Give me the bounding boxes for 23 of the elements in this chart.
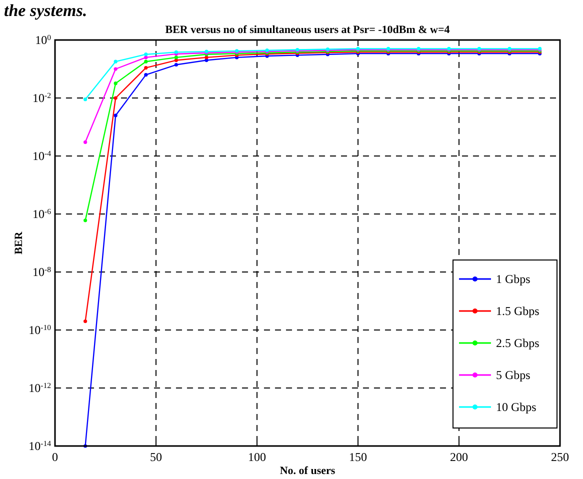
legend-label: 1.5 Gbps (496, 304, 540, 318)
x-tick-label: 250 (551, 450, 569, 464)
text: the systems. (4, 1, 88, 20)
y-tick-label: 10$^{-10}$ (28, 322, 52, 337)
y-tick-label: 10$^{-8}$ (32, 264, 52, 279)
y-tick-label: 10$^{-12}$ (28, 380, 52, 395)
legend-label: 1 Gbps (496, 272, 531, 286)
x-tick-label: 0 (52, 450, 58, 464)
y-tick-label: 10$^{-14}$ (28, 438, 52, 453)
y-tick-label: 10$^{-6}$ (32, 206, 52, 221)
chart-title: BER versus no of simultaneous users at Psr= -10dBm & w=4 (165, 24, 450, 36)
legend-label: 10 Gbps (496, 400, 537, 414)
x-axis-title: No. of users (280, 465, 336, 477)
x-tick-label: 50 (150, 450, 162, 464)
y-tick-label: 10$^{0}$ (35, 32, 52, 47)
x-tick-label: 150 (349, 450, 367, 464)
y-tick-label: 10$^{-2}$ (32, 90, 52, 105)
x-tick-label: 200 (450, 450, 468, 464)
legend-label: 5 Gbps (496, 368, 531, 382)
y-axis-title: BER (13, 230, 25, 254)
x-tick-label: 100 (248, 450, 266, 464)
legend-label: 2.5 Gbps (496, 336, 540, 350)
y-tick-label: 10$^{-4}$ (32, 148, 52, 163)
